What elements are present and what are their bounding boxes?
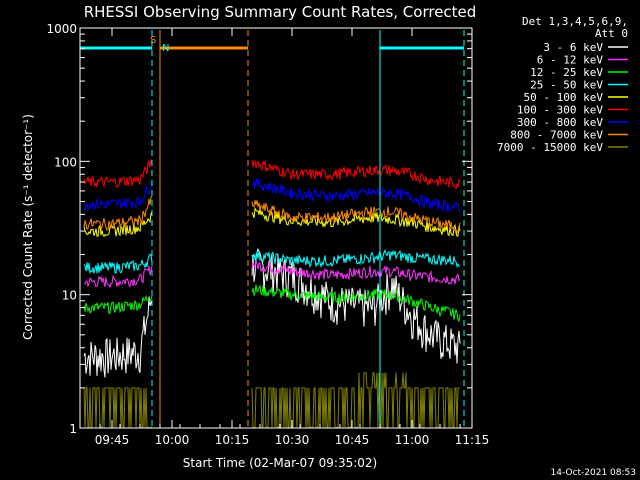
legend-label-300-800-kev: 300 - 800 keV (517, 116, 603, 129)
series-300-800-kev-segment-0 (83, 179, 153, 212)
chart-title: RHESSI Observing Summary Count Rates, Co… (84, 3, 477, 21)
legend-label-100-300-kev: 100 - 300 keV (517, 104, 603, 117)
series-6-12-kev-segment-0 (84, 265, 153, 289)
series-6-12-kev-segment-1 (251, 259, 461, 285)
plot-frame (79, 27, 473, 429)
y-axis-label: Corrected Count Rate (s⁻¹ detector⁻¹) (21, 114, 35, 340)
legend-label-7000-15000-kev: 7000 - 15000 keV (497, 141, 603, 154)
series-800-7000-kev-segment-1 (251, 200, 461, 234)
flag-bars: SN (80, 35, 464, 54)
series-12-25-kev-segment-1 (251, 284, 461, 323)
legend-label-3-6-kev: 3 - 6 keV (543, 41, 603, 54)
legend-label-50-100-kev: 50 - 100 keV (524, 91, 604, 104)
legend-label-6-12-kev: 6 - 12 keV (537, 54, 604, 67)
legend-label-25-50-kev: 25 - 50 keV (530, 79, 603, 92)
series-layer (83, 159, 461, 428)
series-7000-15000-kev-segment-0 (83, 387, 152, 428)
x-tick-label-1: 10:00 (155, 433, 190, 447)
y-tick-label-2: 100 (54, 155, 77, 169)
x-tick-label-0: 09:45 (95, 433, 130, 447)
legend-label-12-25-kev: 12 - 25 keV (530, 66, 603, 79)
legend-header-line-1: Det 1,3,4,5,6,9, (522, 15, 628, 28)
series-300-800-kev-segment-1 (251, 177, 461, 213)
legend-header-line-2: Att 0 (595, 27, 628, 40)
vertical-markers (151, 30, 465, 428)
series-100-300-kev-segment-1 (251, 159, 461, 190)
x-tick-label-6: 11:15 (455, 433, 490, 447)
series-7000-15000-kev-segment-1 (251, 372, 460, 428)
series-25-50-kev-segment-0 (83, 253, 153, 275)
series-25-50-kev-segment-1 (251, 248, 461, 269)
footer-timestamp: 14-Oct-2021 08:53 (551, 468, 636, 478)
x-tick-label-3: 10:30 (275, 433, 310, 447)
series-100-300-kev-segment-0 (83, 159, 153, 189)
x-tick-label-5: 11:00 (395, 433, 430, 447)
x-tick-label-4: 10:45 (335, 433, 370, 447)
series-3-6-kev-segment-0 (83, 296, 153, 378)
y-tick-label-3: 1000 (46, 22, 77, 36)
series-12-25-kev-segment-0 (83, 294, 153, 315)
y-tick-label-1: 10 (62, 289, 77, 303)
legend-label-800-7000-kev: 800 - 7000 keV (510, 129, 603, 142)
series-50-100-kev-segment-0 (83, 211, 153, 238)
annotation-n: N (162, 43, 169, 54)
x-tick-label-2: 10:15 (215, 433, 250, 447)
y-tick-label-0: 1 (69, 422, 77, 436)
axes: 09:45 10:00 10:15 10:30 10:45 11:00 11:15 1 10 10… (46, 22, 489, 447)
series-800-7000-kev-segment-0 (83, 195, 153, 232)
x-axis-label: Start Time (02-Mar-07 09:35:02) (183, 456, 377, 470)
annotation-s: S (150, 35, 156, 46)
